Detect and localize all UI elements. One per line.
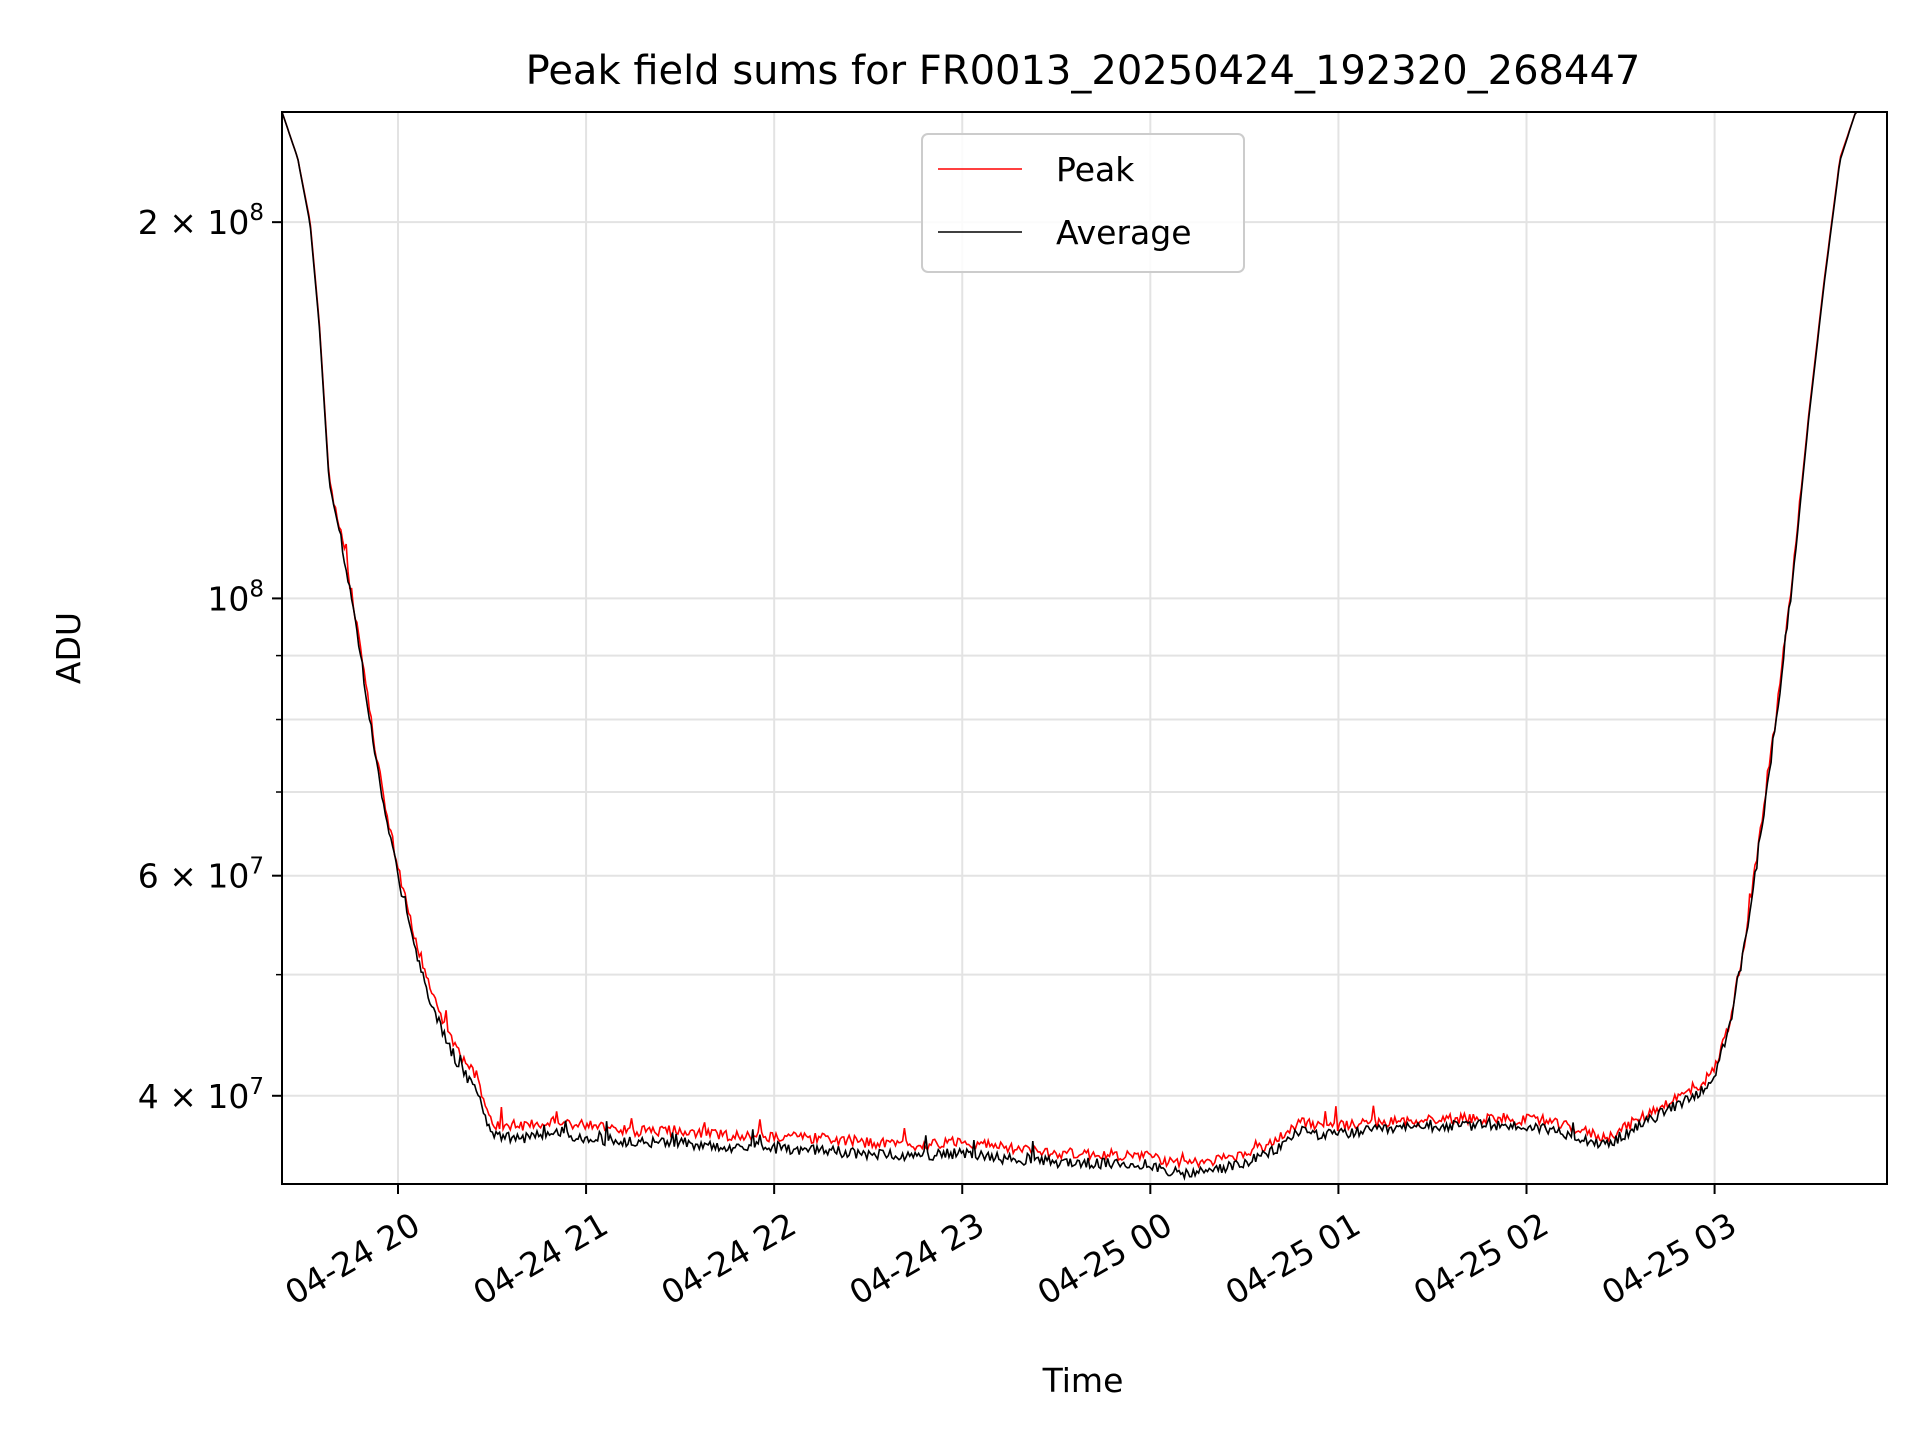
legend: Peak Average (922, 134, 1244, 272)
x-axis-title: Time (1042, 1361, 1124, 1400)
y-tick-label-exponent: 8 (249, 200, 264, 226)
y-tick-label: 6 × 107 (138, 854, 264, 896)
y-tick-label-base: 6 × 10 (138, 857, 250, 896)
y-tick-label-exponent: 8 (249, 576, 264, 602)
y-tick-label-base: 4 × 10 (138, 1077, 250, 1116)
legend-label-peak: Peak (1056, 150, 1135, 189)
plot-area: 04-24 20 04-24 21 04-24 22 04-24 23 04-25 00… (138, 112, 1887, 1313)
y-tick-label-base: 10 (207, 579, 249, 618)
chart-title: Peak field sums for FR0013_20250424_1923… (526, 48, 1641, 94)
y-tick-label-exponent: 7 (249, 1074, 264, 1100)
y-tick-label-exponent: 7 (249, 854, 264, 880)
legend-label-average: Average (1056, 213, 1192, 252)
y-tick-label: 2 × 108 (138, 200, 264, 242)
y-tick-label-base: 2 × 10 (138, 203, 250, 242)
y-tick-label: 4 × 107 (138, 1074, 264, 1116)
y-axis-title: ADU (49, 612, 88, 684)
